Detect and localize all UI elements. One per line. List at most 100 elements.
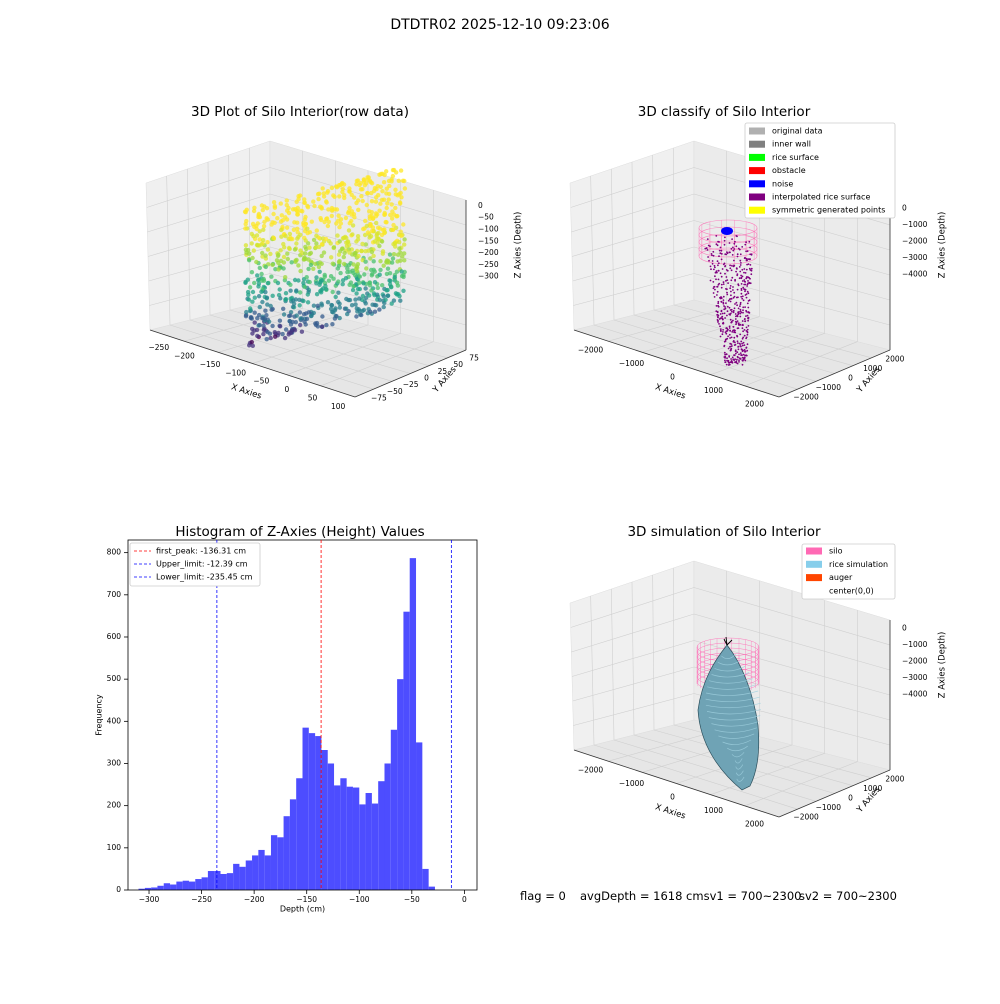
- plot2-data-point: [736, 273, 739, 275]
- plot1-data-point: [367, 178, 373, 183]
- plot1-data-point: [330, 289, 335, 295]
- plot1-data-point: [268, 251, 273, 257]
- plot1-data-point: [372, 309, 378, 314]
- plot1-data-point: [345, 266, 350, 271]
- plot2-x-tick-label: 2000: [745, 399, 764, 408]
- plot2-data-point: [726, 252, 729, 255]
- plot1-data-point: [328, 241, 333, 246]
- plot1-data-point: [250, 221, 256, 227]
- plot2-data-point: [735, 245, 738, 248]
- plot1-data-point: [309, 219, 314, 224]
- plot2-data-point: [716, 244, 719, 247]
- plot1-x-tick-label: −100: [225, 368, 246, 377]
- plot4-legend-swatch: [806, 560, 822, 568]
- plot1-data-point: [374, 220, 379, 226]
- plot2-data-point: [720, 310, 723, 313]
- plot2-data-point: [734, 343, 737, 346]
- plot2-data-point: [724, 272, 726, 275]
- plot2-data-point: [730, 279, 733, 282]
- plot1-data-point: [389, 179, 394, 184]
- histogram-bar: [195, 879, 202, 890]
- plot1-data-point: [359, 312, 364, 318]
- plot1-data-point: [278, 201, 283, 206]
- plot1-data-point: [320, 186, 325, 191]
- histogram-bar: [371, 803, 379, 890]
- plot2-data-point: [747, 258, 749, 260]
- plot1-data-point: [295, 226, 300, 231]
- plot2-data-point: [715, 243, 718, 246]
- plot1-data-point: [250, 331, 255, 336]
- plot1-data-point: [389, 216, 395, 221]
- plot1-data-point: [330, 322, 335, 327]
- plot2-data-point: [717, 302, 720, 305]
- plot1-data-point: [380, 171, 385, 176]
- plot1-data-point: [331, 193, 336, 198]
- plot1-data-point: [390, 256, 396, 261]
- plot1-data-point: [330, 261, 335, 266]
- histogram-bar: [428, 886, 435, 890]
- histogram-x-axis-label: Depth (cm): [280, 905, 325, 914]
- plot2-data-point: [742, 311, 744, 314]
- plot1-data-point: [301, 257, 307, 262]
- plot1-x-tick-label: −150: [200, 360, 221, 369]
- plot2-data-point: [736, 334, 738, 337]
- plot1-data-point: [344, 306, 349, 311]
- plot2-y-tick-label: 2000: [885, 355, 904, 364]
- histogram-y-tick-label: 200: [107, 801, 122, 810]
- histogram-bar: [170, 884, 177, 890]
- histogram-bar: [264, 855, 271, 890]
- plot1-data-point: [302, 217, 308, 222]
- plot1-data-point: [279, 227, 284, 233]
- plot2-data-point: [745, 315, 747, 317]
- plot1-data-point: [371, 259, 376, 264]
- plot1-data-point: [390, 227, 396, 232]
- plot2-x-tick-label: 1000: [704, 386, 723, 395]
- plot1-data-point: [286, 245, 292, 251]
- plot2-data-point: [744, 288, 747, 291]
- plot4-rice-contour: [717, 660, 741, 666]
- plot2-data-point: [709, 245, 711, 248]
- plot1-data-point: [323, 236, 329, 242]
- plot1-data-point: [324, 200, 329, 205]
- plot2-data-point: [739, 344, 742, 346]
- plot2-data-point: [750, 273, 753, 276]
- plot1-data-point: [394, 214, 399, 219]
- plot1-data-point: [263, 253, 268, 258]
- plot2-data-point: [737, 313, 740, 316]
- plot1-y-tick-label: 0: [424, 374, 429, 383]
- plot1-data-point: [394, 269, 400, 274]
- histogram-bar: [409, 558, 417, 890]
- plot2-data-point: [728, 327, 731, 329]
- plot2-data-point: [735, 323, 737, 326]
- plot2-data-point: [740, 289, 743, 291]
- plot2-data-point: [734, 329, 736, 332]
- plot2-z-tick-label: −2000: [902, 236, 928, 245]
- plot1-data-point: [281, 312, 287, 317]
- plot2-data-point: [728, 361, 731, 364]
- plot1-data-point: [364, 202, 369, 208]
- plot1-data-point: [245, 247, 251, 253]
- plot4-legend-entry: auger: [829, 573, 853, 582]
- histogram-legend-entry: Upper_limit: -12.39 cm: [156, 560, 248, 569]
- plot2-data-point: [719, 313, 722, 315]
- plot1-data-point: [276, 252, 281, 257]
- plot2-data-point: [737, 307, 740, 310]
- plot1-data-point: [321, 250, 327, 255]
- plot1-data-point: [281, 260, 287, 265]
- plot1-data-point: [318, 280, 323, 285]
- plot1-data-point: [250, 255, 255, 261]
- plot1-data-point: [288, 288, 293, 293]
- plot1-data-point: [283, 327, 289, 332]
- plot1-data-point: [275, 216, 280, 221]
- plot1-data-point: [354, 239, 359, 244]
- histogram-y-tick-label: 500: [107, 674, 122, 683]
- plot2-z-tick-label: 0: [902, 203, 907, 212]
- plot1-data-point: [314, 275, 319, 280]
- plot1-data-point: [283, 291, 289, 296]
- plot2-data-point: [729, 330, 732, 332]
- plot2-data-point: [741, 297, 744, 300]
- plot1-data-point: [265, 302, 270, 307]
- plot2-data-point: [729, 337, 731, 339]
- plot2-data-point: [733, 242, 736, 245]
- plot2-data-point: [716, 316, 719, 318]
